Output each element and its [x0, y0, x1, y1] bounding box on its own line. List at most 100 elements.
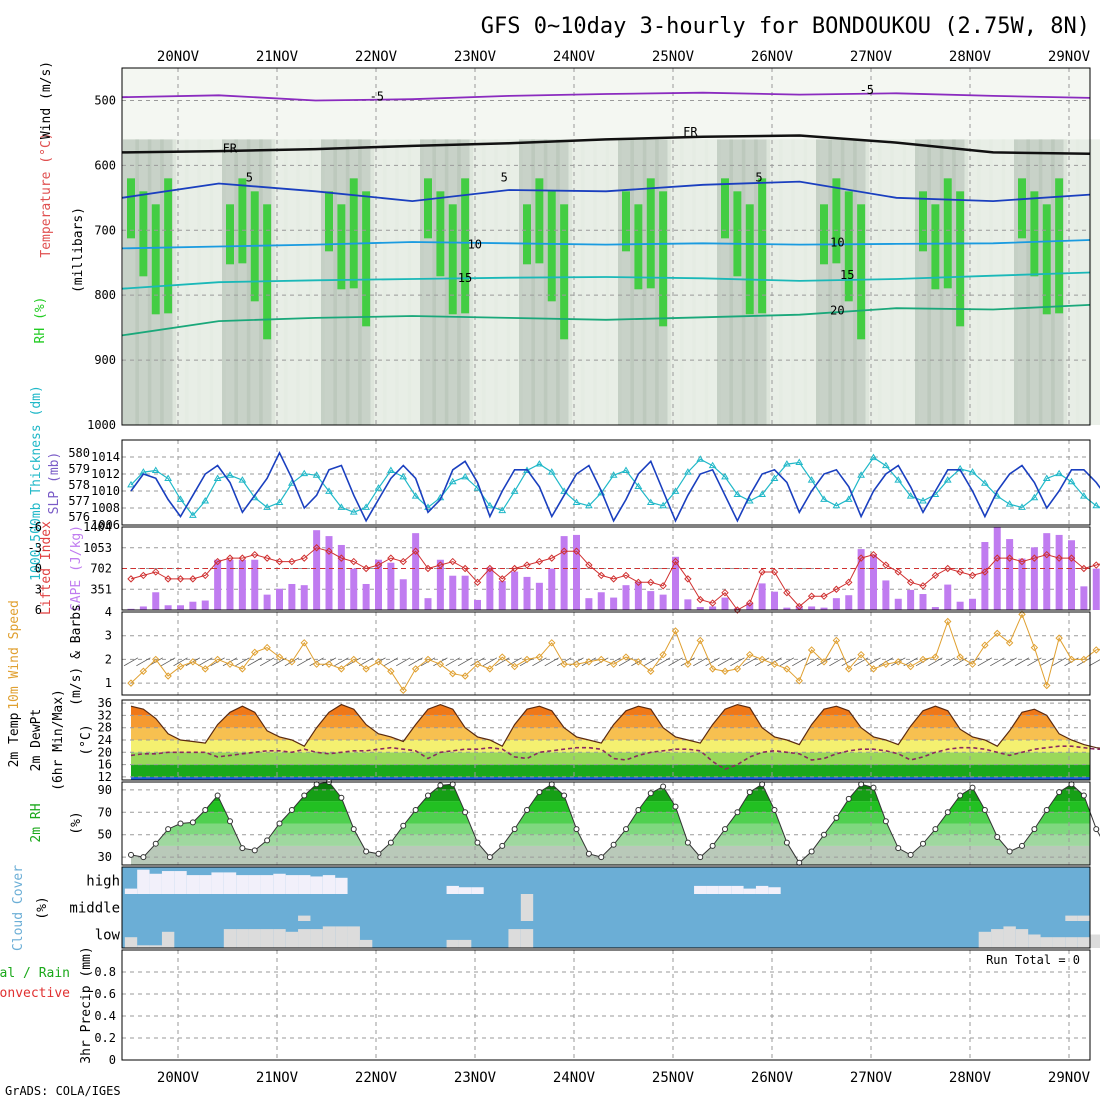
lifted-index-marker [238, 554, 247, 562]
rh-moist-column [857, 204, 866, 340]
rh-line [130, 781, 1100, 864]
lifted-index-marker [770, 568, 779, 576]
cape-bar [350, 568, 358, 610]
lifted-index-marker [622, 571, 630, 580]
cloud-level-label: low [95, 928, 121, 944]
wind-speed-marker [1080, 655, 1088, 664]
top-date-label: 22NOV [355, 49, 398, 65]
contour-label: FR [223, 141, 238, 155]
rh-shade-column [283, 139, 300, 425]
cloud-unit-label: (%) [35, 896, 50, 919]
wind-speed-marker [263, 643, 271, 652]
wind-speed-marker [350, 655, 358, 664]
cloud-high-bar [471, 887, 484, 894]
cloud-high-bar [298, 875, 311, 894]
cloud-high-bar [310, 876, 323, 894]
cape-bar [758, 583, 766, 610]
cloud-low-bar [322, 926, 336, 948]
wind-speed-marker [275, 653, 284, 661]
wind-speed-marker [857, 650, 865, 659]
lifted-index-marker [424, 564, 432, 573]
thickness-marker [894, 476, 903, 483]
cape-bar [288, 583, 296, 610]
cape-bar [263, 594, 271, 610]
wind-speed-marker [312, 660, 321, 668]
rh-marker [462, 809, 469, 816]
lifted-index-marker [275, 557, 284, 566]
run-total-label: Run Total = 0 [986, 953, 1080, 967]
wind-speed-marker [882, 660, 890, 668]
panel-frame [121, 781, 1091, 866]
rh-moist-column [362, 191, 371, 327]
rh-marker [783, 839, 790, 846]
lifted-index-marker [721, 589, 729, 597]
thickness-marker [238, 476, 247, 483]
cape-bar [325, 536, 333, 610]
cape-bar [795, 606, 803, 610]
wind-speed-marker [968, 660, 977, 668]
cape-bar [870, 554, 877, 610]
rh-marker [264, 837, 271, 844]
rh-marker [585, 850, 592, 857]
cloud-high-bar [199, 875, 212, 894]
rh-tick-label: 70 [98, 805, 112, 819]
thickness-marker [980, 479, 989, 486]
pressure-tick-label: 600 [94, 158, 116, 172]
thickness-marker [857, 471, 866, 478]
thickness-marker [312, 471, 321, 478]
wind-tick-label: 2 [105, 652, 112, 666]
cloud-middle-bar [1077, 915, 1091, 921]
pressure-tick-label: 700 [94, 223, 116, 237]
wind-speed-marker [189, 658, 197, 666]
panel-frame [121, 526, 1091, 611]
cape-bar [152, 592, 160, 610]
thickness-marker [609, 471, 618, 478]
contour-label: -5 [370, 89, 384, 103]
temperature-tick-label: 28 [98, 721, 112, 735]
temperature-line [130, 703, 1100, 749]
lifted-index-marker [671, 557, 680, 566]
lifted-index-marker [894, 568, 902, 576]
rh-marker [845, 795, 852, 802]
dewpoint-line [130, 745, 1100, 771]
rh-moist-column [448, 204, 457, 315]
cloud-low-bar [335, 926, 348, 948]
cloud-middle-bar [1065, 915, 1078, 921]
rh-shade-column [593, 139, 610, 425]
slp-axis-label: SLP (mb) [47, 452, 62, 515]
rh-shade-column [271, 139, 288, 425]
lifted-index-marker [1080, 564, 1088, 573]
rh-shade-column [481, 139, 498, 425]
lifted-index-marker [1030, 554, 1039, 562]
rh-shade-column [296, 139, 313, 425]
wind-barb [396, 657, 411, 667]
thickness-marker [448, 477, 457, 485]
lifted-index-marker [696, 595, 704, 604]
rh-marker [573, 826, 580, 833]
rh-moist-column [461, 178, 470, 314]
cloud-low-bar [260, 929, 274, 948]
rh-shade-column [1088, 139, 1100, 425]
wind-barb [853, 657, 869, 667]
cape-bar [399, 579, 407, 610]
rh-moist-column [721, 178, 729, 239]
cape-bar [585, 598, 593, 610]
precip-unit-label: 3hr Precip (mm) [79, 946, 94, 1063]
lifted-index-marker [535, 557, 544, 566]
cloud-low-bar [347, 926, 360, 948]
cloud-high-bar [322, 875, 336, 894]
cloud-high-bar [149, 873, 162, 894]
thickness-marker [411, 492, 420, 499]
temperature-axis-label: Temperature (°C) [39, 132, 54, 257]
bottom-date-label: 23NOV [454, 1070, 497, 1086]
rh-moist-column [758, 178, 767, 314]
temperature-band [131, 764, 1090, 777]
thickness-marker [337, 503, 346, 510]
rh-moist-column [919, 191, 927, 252]
slp-line [130, 450, 1100, 523]
cape-bar [622, 585, 630, 610]
thickness-marker [188, 511, 197, 518]
bottom-date-label: 25NOV [652, 1070, 695, 1086]
rh-marker [932, 826, 939, 833]
cape-bar [709, 606, 717, 610]
